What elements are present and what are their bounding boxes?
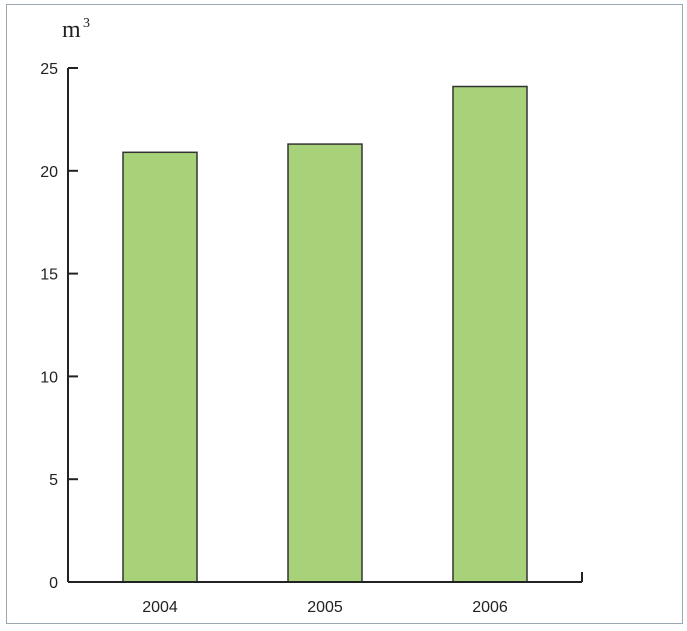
y-tick-label-25: 25 (40, 61, 58, 78)
x-tick-label-2006: 2006 (472, 599, 508, 616)
bar-2006 (452, 85, 528, 583)
y-tick-label-10: 10 (40, 369, 58, 386)
bar-2005 (287, 143, 363, 583)
y-axis-unit-superscript: 3 (83, 16, 90, 31)
bar-2004 (122, 151, 198, 583)
y-tick-label-15: 15 (40, 267, 58, 284)
y-tick-label-20: 20 (40, 164, 58, 181)
y-axis-unit-label: m 3 (62, 16, 90, 43)
y-tick-label-5: 5 (49, 472, 58, 489)
y-tick-label-0: 0 (49, 575, 58, 592)
x-tick-label-2005: 2005 (307, 599, 343, 616)
x-tick-label-2004: 2004 (142, 599, 178, 616)
y-axis-unit-text: m (62, 17, 81, 43)
